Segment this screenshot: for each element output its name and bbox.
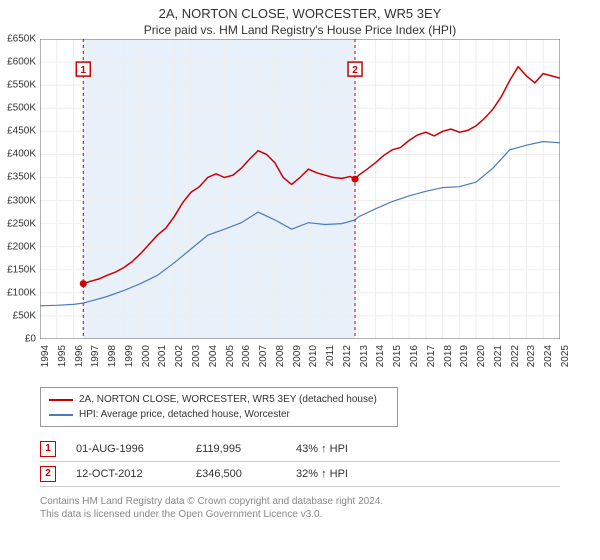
x-tick-label: 1995 bbox=[57, 345, 68, 367]
y-tick-label: £300K bbox=[7, 195, 36, 206]
y-tick-label: £650K bbox=[7, 34, 36, 45]
sale-row-price: £346,500 bbox=[196, 468, 276, 480]
legend: 2A, NORTON CLOSE, WORCESTER, WR5 3EY (de… bbox=[40, 387, 398, 427]
chart-area: £0£50K£100K£150K£200K£250K£300K£350K£400… bbox=[40, 39, 600, 379]
x-tick-label: 2006 bbox=[241, 345, 252, 367]
x-tick-label: 2020 bbox=[476, 345, 487, 367]
x-tick-label: 2014 bbox=[375, 345, 386, 367]
title-block: 2A, NORTON CLOSE, WORCESTER, WR5 3EY Pri… bbox=[0, 0, 600, 39]
plot-svg: 12 bbox=[40, 39, 560, 339]
sale-marker-index: 2 bbox=[352, 65, 358, 76]
sale-row-marker: 2 bbox=[40, 466, 56, 482]
legend-row-property: 2A, NORTON CLOSE, WORCESTER, WR5 3EY (de… bbox=[49, 392, 389, 407]
x-tick-label: 2025 bbox=[560, 345, 571, 367]
sale-marker-point bbox=[80, 280, 87, 287]
y-tick-label: £550K bbox=[7, 80, 36, 91]
x-tick-label: 1996 bbox=[74, 345, 85, 367]
y-tick-label: £400K bbox=[7, 149, 36, 160]
x-tick-label: 2000 bbox=[141, 345, 152, 367]
x-tick-label: 2019 bbox=[459, 345, 470, 367]
x-tick-label: 2002 bbox=[174, 345, 185, 367]
y-tick-label: £0 bbox=[25, 334, 36, 345]
sale-row-delta: 32% ↑ HPI bbox=[296, 468, 386, 480]
legend-row-hpi: HPI: Average price, detached house, Worc… bbox=[49, 407, 389, 422]
x-tick-label: 2018 bbox=[443, 345, 454, 367]
x-tick-label: 2001 bbox=[157, 345, 168, 367]
x-tick-label: 1997 bbox=[90, 345, 101, 367]
y-tick-label: £250K bbox=[7, 218, 36, 229]
x-tick-label: 2023 bbox=[526, 345, 537, 367]
sale-table: 1 01-AUG-1996 £119,995 43% ↑ HPI 2 12-OCT-201… bbox=[40, 437, 560, 487]
x-tick-label: 2008 bbox=[275, 345, 286, 367]
x-tick-label: 2013 bbox=[359, 345, 370, 367]
x-tick-label: 2022 bbox=[510, 345, 521, 367]
legend-label-property: 2A, NORTON CLOSE, WORCESTER, WR5 3EY (de… bbox=[79, 392, 377, 407]
sale-row-delta: 43% ↑ HPI bbox=[296, 443, 386, 455]
sale-row: 1 01-AUG-1996 £119,995 43% ↑ HPI bbox=[40, 437, 560, 462]
x-tick-label: 2007 bbox=[258, 345, 269, 367]
y-tick-label: £50K bbox=[13, 310, 36, 321]
x-tick-label: 2005 bbox=[225, 345, 236, 367]
chart-title: 2A, NORTON CLOSE, WORCESTER, WR5 3EY bbox=[0, 6, 600, 21]
y-tick-label: £100K bbox=[7, 287, 36, 298]
x-tick-label: 1994 bbox=[40, 345, 51, 367]
footer-line2: This data is licensed under the Open Gov… bbox=[40, 508, 560, 521]
sale-row-marker: 1 bbox=[40, 441, 56, 457]
footer: Contains HM Land Registry data © Crown c… bbox=[40, 495, 560, 521]
x-tick-label: 2024 bbox=[543, 345, 554, 367]
sale-row-date: 01-AUG-1996 bbox=[76, 443, 176, 455]
x-tick-label: 2021 bbox=[493, 345, 504, 367]
x-tick-label: 2010 bbox=[308, 345, 319, 367]
x-tick-label: 2017 bbox=[426, 345, 437, 367]
y-axis: £0£50K£100K£150K£200K£250K£300K£350K£400… bbox=[0, 39, 38, 339]
x-tick-label: 2003 bbox=[191, 345, 202, 367]
legend-swatch-property bbox=[49, 399, 73, 401]
x-tick-label: 2012 bbox=[342, 345, 353, 367]
x-tick-label: 2016 bbox=[409, 345, 420, 367]
x-tick-label: 1998 bbox=[107, 345, 118, 367]
y-tick-label: £600K bbox=[7, 57, 36, 68]
chart-subtitle: Price paid vs. HM Land Registry's House … bbox=[0, 23, 600, 37]
y-tick-label: £350K bbox=[7, 172, 36, 183]
x-tick-label: 1999 bbox=[124, 345, 135, 367]
sale-marker-index: 1 bbox=[80, 65, 86, 76]
y-tick-label: £200K bbox=[7, 241, 36, 252]
legend-label-hpi: HPI: Average price, detached house, Worc… bbox=[79, 407, 290, 422]
chart-container: 2A, NORTON CLOSE, WORCESTER, WR5 3EY Pri… bbox=[0, 0, 600, 560]
sale-row-price: £119,995 bbox=[196, 443, 276, 455]
x-tick-label: 2004 bbox=[208, 345, 219, 367]
sale-row: 2 12-OCT-2012 £346,500 32% ↑ HPI bbox=[40, 462, 560, 487]
sale-marker-point bbox=[352, 176, 359, 183]
x-tick-label: 2009 bbox=[292, 345, 303, 367]
y-tick-label: £450K bbox=[7, 126, 36, 137]
x-axis: 1994 1995 1996 1997 1998 1999 2000 2001 2002 2003… bbox=[40, 341, 560, 381]
y-tick-label: £500K bbox=[7, 103, 36, 114]
footer-line1: Contains HM Land Registry data © Crown c… bbox=[40, 495, 560, 508]
x-tick-label: 2011 bbox=[325, 345, 336, 367]
y-tick-label: £150K bbox=[7, 264, 36, 275]
x-tick-label: 2015 bbox=[392, 345, 403, 367]
legend-swatch-hpi bbox=[49, 414, 73, 416]
sale-row-date: 12-OCT-2012 bbox=[76, 468, 176, 480]
